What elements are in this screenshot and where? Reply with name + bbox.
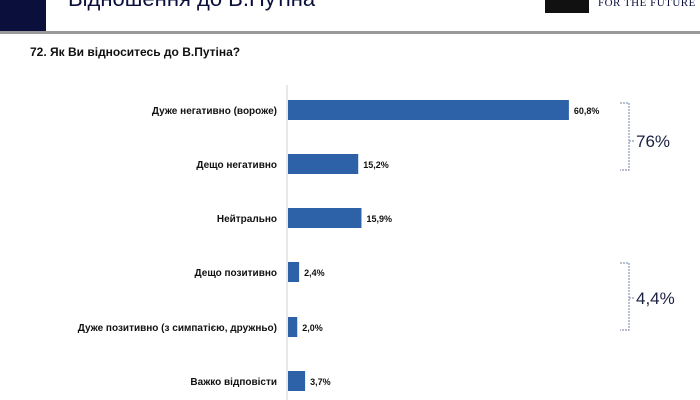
category-label: Дуже позитивно (з симпатією, дружньо)	[78, 323, 277, 334]
data-label: 2,4%	[304, 268, 325, 278]
bar	[288, 371, 306, 391]
slide-title: Відношення до В.Путіна	[68, 0, 315, 12]
logo-text: FOR THE FUTURE	[598, 0, 696, 9]
data-label: 15,2%	[363, 160, 389, 170]
category-label: Дещо позитивно	[195, 268, 277, 279]
bracket	[620, 262, 634, 331]
logo-mark	[545, 0, 589, 13]
bracket-total: 4,4%	[636, 289, 675, 308]
chart-title: 72. Як Ви відноситесь до В.Путіна?	[30, 45, 241, 59]
data-label: 15,9%	[366, 214, 392, 224]
bracket-total: 76%	[636, 132, 670, 151]
category-label: Нейтрально	[217, 214, 277, 225]
bar	[288, 208, 362, 228]
header-divider	[0, 31, 700, 34]
category-label: Дуже негативно (вороже)	[152, 106, 277, 117]
bar	[288, 100, 569, 120]
header-accent-block	[0, 0, 46, 32]
bracket	[620, 102, 634, 171]
bar	[288, 262, 300, 282]
category-label: Важко відповісти	[190, 377, 277, 388]
data-label: 3,7%	[310, 377, 331, 387]
bar	[288, 154, 359, 174]
category-label: Дещо негативно	[196, 160, 277, 171]
bar	[288, 317, 298, 337]
data-label: 60,8%	[574, 106, 600, 116]
data-label: 2,0%	[302, 323, 323, 333]
